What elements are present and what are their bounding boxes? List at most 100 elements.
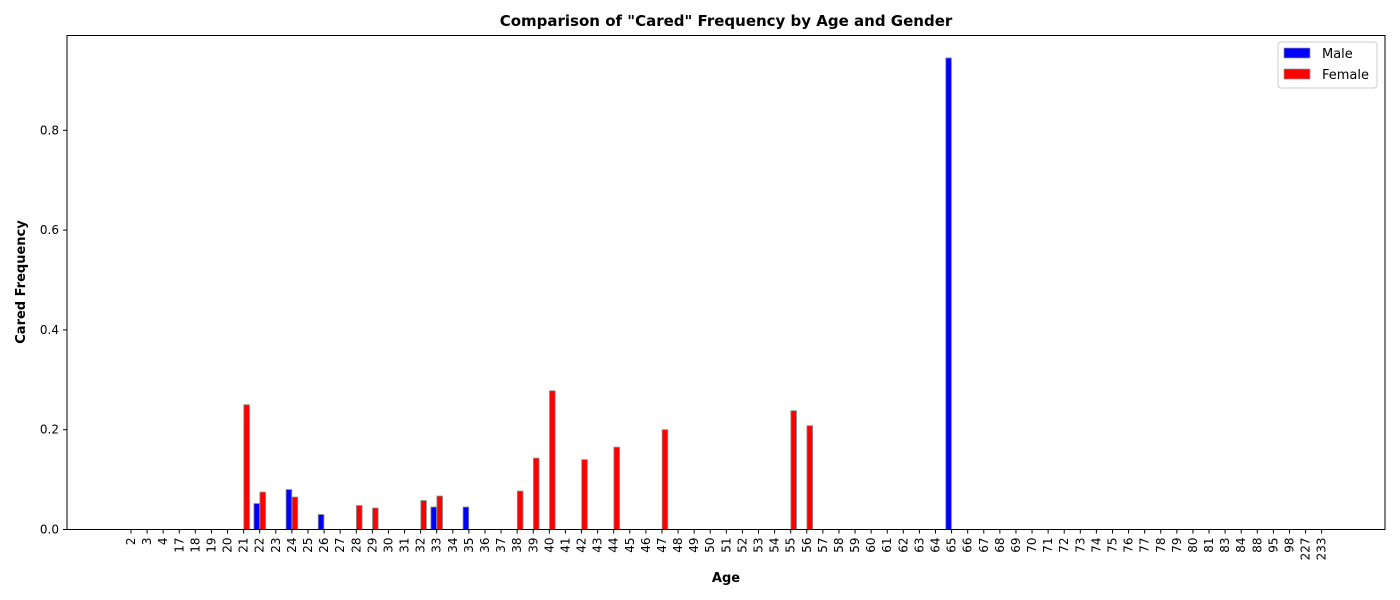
bar-male-age-26 — [317, 514, 325, 530]
bar-male-age-24 — [285, 489, 293, 530]
bar-male-age-35 — [462, 506, 470, 530]
x-tick-label: 49 — [687, 538, 701, 553]
plot-frame — [66, 35, 1386, 530]
x-tick-label: 27 — [333, 538, 347, 553]
x-tick-label: 69 — [1009, 538, 1023, 553]
x-tick-label: 44 — [607, 538, 621, 553]
x-tick-label: 74 — [1089, 538, 1103, 553]
x-tick-label: 72 — [1057, 538, 1071, 553]
bar-female-age-33 — [436, 495, 443, 530]
x-tick-label: 84 — [1234, 538, 1248, 553]
y-tick-label: 0.6 — [40, 223, 59, 237]
bar-male-age-65 — [945, 57, 952, 530]
legend-swatch-female — [1283, 68, 1311, 80]
x-tick-label: 33 — [430, 538, 444, 553]
bar-female-age-47 — [661, 429, 669, 530]
x-tick-label: 78 — [1154, 538, 1168, 553]
x-tick-label: 37 — [494, 538, 508, 553]
x-tick-label: 57 — [816, 538, 830, 553]
x-tick-label: 83 — [1218, 538, 1232, 553]
x-tick-label: 62 — [896, 538, 910, 553]
x-tick-label: 71 — [1041, 538, 1055, 553]
x-tick-label: 25 — [301, 538, 315, 553]
y-tick-label: 0.0 — [40, 523, 59, 537]
bar-female-age-44 — [613, 446, 620, 530]
bar-female-age-42 — [581, 459, 588, 530]
x-tick-label: 98 — [1282, 538, 1296, 553]
x-tick-label: 36 — [478, 538, 492, 553]
x-tick-label: 54 — [768, 538, 782, 553]
bar-female-age-39 — [533, 457, 540, 530]
y-tick-label: 0.2 — [40, 423, 59, 437]
x-tick-label: 39 — [526, 538, 540, 553]
x-tick-label: 43 — [591, 538, 605, 553]
x-tick-label: 58 — [832, 538, 846, 553]
legend-label-female: Female — [1322, 68, 1369, 83]
y-tick-label: 0.8 — [40, 123, 59, 137]
bar-female-age-32 — [420, 500, 427, 530]
x-tick-label: 2 — [124, 538, 138, 546]
x-tick-label: 63 — [912, 538, 926, 553]
x-tick-label: 61 — [880, 538, 894, 553]
x-tick-label: 29 — [365, 538, 379, 553]
x-tick-label: 30 — [381, 538, 395, 553]
x-tick-label: 4 — [156, 538, 170, 546]
bars-layer — [243, 57, 952, 530]
x-tick-label: 56 — [800, 538, 814, 553]
bar-female-age-24 — [291, 496, 299, 530]
x-tick-label: 42 — [575, 538, 589, 553]
legend-swatch-male — [1283, 47, 1311, 59]
bar-female-age-38 — [516, 490, 524, 530]
chart-title: Comparison of "Cared" Frequency by Age a… — [500, 12, 953, 30]
x-tick-label: 24 — [285, 538, 299, 553]
x-tick-label: 95 — [1266, 538, 1280, 553]
x-tick-label: 60 — [864, 538, 878, 553]
x-tick-label: 20 — [221, 538, 235, 553]
x-tick-label: 34 — [446, 538, 460, 553]
x-tick-label: 227 — [1299, 538, 1313, 561]
x-tick-label: 77 — [1138, 538, 1152, 553]
x-tick-label: 18 — [188, 538, 202, 553]
x-tick-label: 45 — [623, 538, 637, 553]
x-tick-label: 65 — [945, 538, 959, 553]
x-tick-label: 88 — [1250, 538, 1264, 553]
x-tick-label: 17 — [172, 538, 186, 553]
x-tick-label: 26 — [317, 538, 331, 553]
bar-female-age-29 — [372, 507, 379, 530]
x-tick-label: 68 — [993, 538, 1007, 553]
bar-female-age-21 — [243, 404, 250, 530]
x-tick-label: 50 — [703, 538, 717, 553]
x-tick-label: 35 — [462, 538, 476, 553]
x-tick-label: 28 — [349, 538, 363, 553]
x-axis-title: Age — [712, 571, 740, 586]
x-tick-label: 41 — [558, 538, 572, 553]
y-axis-title: Cared Frequency — [14, 220, 29, 344]
bar-female-age-40 — [549, 390, 556, 530]
bar-female-age-22 — [259, 491, 266, 530]
x-tick-label: 22 — [253, 538, 267, 553]
x-tick-label: 81 — [1202, 538, 1216, 553]
bar-male-age-33 — [430, 506, 437, 530]
x-tick-label: 47 — [655, 538, 669, 553]
x-tick-label: 19 — [204, 538, 218, 553]
x-tick-label: 51 — [719, 538, 733, 553]
x-tick-label: 64 — [929, 538, 943, 553]
x-tick-label: 31 — [398, 538, 412, 553]
legend-label-male: Male — [1322, 47, 1353, 62]
x-tick-label: 67 — [977, 538, 991, 553]
x-tick-label: 21 — [237, 538, 251, 553]
x-tick-label: 23 — [269, 538, 283, 553]
x-tick-label: 46 — [639, 538, 653, 553]
x-tick-label: 52 — [735, 538, 749, 553]
x-tick-label: 76 — [1122, 538, 1136, 553]
x-tick-label: 32 — [414, 538, 428, 553]
y-tick-label: 0.4 — [40, 323, 59, 337]
x-tick-label: 3 — [140, 538, 154, 546]
x-tick-label: 73 — [1073, 538, 1087, 553]
bar-female-age-56 — [806, 425, 813, 530]
x-axis: 2 3 4 17 18 19 20 21 22 23 24 25 26 27 28 29 30 31 32 33 34 3… — [124, 529, 1329, 561]
x-tick-label: 70 — [1025, 538, 1039, 553]
x-tick-label: 80 — [1186, 538, 1200, 553]
